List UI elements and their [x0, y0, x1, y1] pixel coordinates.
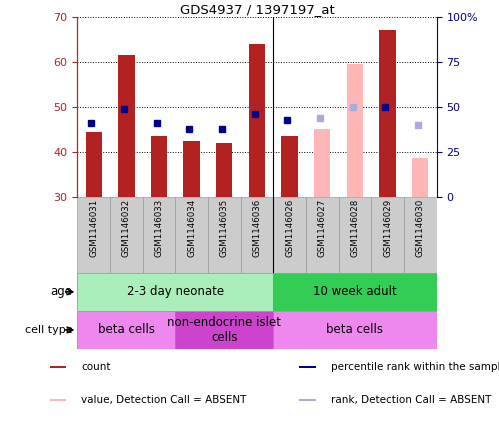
Text: GSM1146030: GSM1146030: [416, 199, 425, 257]
Bar: [175, 311, 273, 349]
Bar: [273, 197, 306, 273]
Bar: [208, 197, 241, 273]
Bar: [299, 366, 315, 368]
Bar: [85, 132, 102, 197]
Title: GDS4937 / 1397197_at: GDS4937 / 1397197_at: [180, 3, 334, 16]
Text: percentile rank within the sample: percentile rank within the sample: [330, 362, 499, 372]
Text: GSM1146031: GSM1146031: [89, 199, 98, 257]
Bar: [77, 197, 110, 273]
Text: GSM1146027: GSM1146027: [318, 199, 327, 257]
Bar: [347, 64, 363, 197]
Text: beta cells: beta cells: [98, 324, 155, 336]
Bar: [143, 197, 175, 273]
Bar: [299, 399, 315, 401]
Text: 10 week adult: 10 week adult: [313, 286, 397, 298]
Bar: [379, 30, 396, 197]
Text: GSM1146033: GSM1146033: [155, 199, 164, 257]
Bar: [184, 140, 200, 197]
Text: GSM1146029: GSM1146029: [383, 199, 392, 257]
Text: beta cells: beta cells: [326, 324, 383, 336]
Text: GSM1146028: GSM1146028: [350, 199, 359, 257]
Bar: [50, 366, 66, 368]
Bar: [281, 136, 298, 197]
Bar: [77, 273, 273, 311]
Bar: [273, 273, 437, 311]
Bar: [118, 55, 135, 197]
Text: count: count: [81, 362, 111, 372]
Text: GSM1146036: GSM1146036: [252, 199, 261, 257]
Bar: [314, 129, 330, 197]
Text: GSM1146032: GSM1146032: [122, 199, 131, 257]
Bar: [77, 311, 175, 349]
Text: 2-3 day neonate: 2-3 day neonate: [127, 286, 224, 298]
Bar: [151, 136, 167, 197]
Text: value, Detection Call = ABSENT: value, Detection Call = ABSENT: [81, 395, 247, 405]
Bar: [110, 197, 143, 273]
Text: cell type: cell type: [25, 325, 72, 335]
Bar: [175, 197, 208, 273]
Bar: [412, 159, 429, 197]
Bar: [241, 197, 273, 273]
Bar: [371, 197, 404, 273]
Bar: [249, 44, 265, 197]
Bar: [404, 197, 437, 273]
Bar: [273, 311, 437, 349]
Text: rank, Detection Call = ABSENT: rank, Detection Call = ABSENT: [330, 395, 491, 405]
Text: age: age: [50, 286, 72, 298]
Bar: [339, 197, 371, 273]
Text: GSM1146026: GSM1146026: [285, 199, 294, 257]
Text: non-endocrine islet
cells: non-endocrine islet cells: [167, 316, 281, 344]
Text: GSM1146034: GSM1146034: [187, 199, 196, 257]
Bar: [50, 399, 66, 401]
Bar: [216, 143, 233, 197]
Bar: [306, 197, 339, 273]
Text: GSM1146035: GSM1146035: [220, 199, 229, 257]
